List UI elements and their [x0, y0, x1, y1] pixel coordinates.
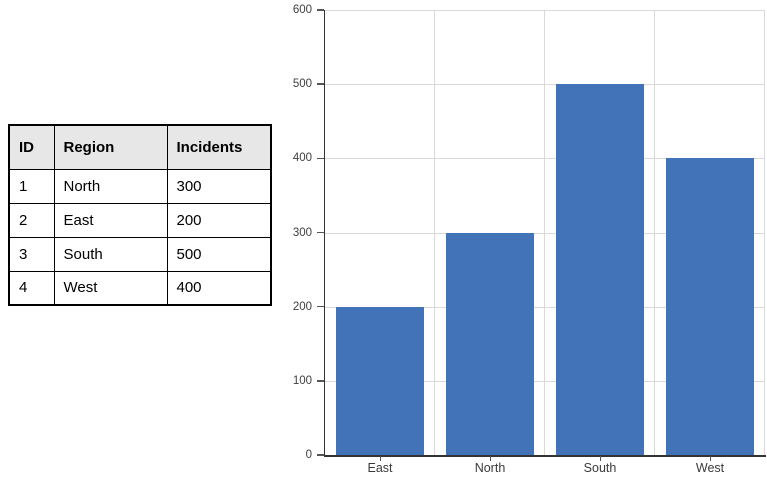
y-axis-label: 600 — [292, 4, 312, 16]
y-axis-tick — [317, 454, 324, 456]
y-axis-line — [323, 10, 326, 456]
x-axis-label: North — [474, 461, 506, 475]
y-axis-tick — [317, 157, 324, 160]
y-axis-tick — [317, 231, 324, 234]
bar-west — [666, 158, 754, 455]
bar-south — [556, 84, 644, 455]
y-axis-tick — [317, 305, 324, 308]
bar-north — [446, 232, 534, 455]
y-axis-label: 200 — [292, 300, 312, 313]
column-header-incidents: Incidents — [166, 124, 272, 170]
x-gridline — [544, 10, 545, 455]
y-gridline — [325, 84, 765, 86]
y-gridline — [325, 306, 765, 308]
table-cell-region: East — [53, 202, 168, 238]
y-axis-tick — [317, 9, 324, 11]
table-cell-incidents: 300 — [166, 168, 272, 204]
table-cell-region: North — [53, 168, 168, 204]
table-cell-region: South — [53, 236, 168, 272]
table-cell-id: 2 — [8, 202, 55, 238]
table-cell-region: West — [53, 270, 168, 306]
y-axis-tick — [317, 380, 324, 382]
table-body: 1 North 300 2 East 200 3 South 500 4 West 400 — [8, 168, 272, 306]
incidents-table: ID Region Incidents 1 North 300 2 East 200 3 So… — [8, 124, 272, 306]
x-axis-tick — [710, 456, 712, 461]
table-cell-id: 1 — [8, 168, 55, 204]
table-cell-incidents: 500 — [166, 236, 272, 272]
y-axis-label: 100 — [292, 374, 312, 387]
table-row: 1 North 300 — [8, 168, 272, 204]
x-axis-line — [323, 455, 766, 457]
y-gridline — [325, 380, 765, 382]
y-axis-label: 500 — [292, 78, 312, 91]
y-axis-label: 300 — [292, 226, 312, 239]
x-axis-label: South — [583, 461, 617, 475]
y-gridline — [325, 10, 765, 11]
y-axis-tick — [317, 83, 324, 85]
y-axis-label: 400 — [292, 152, 312, 165]
y-gridline — [325, 158, 765, 160]
y-gridline — [325, 232, 765, 234]
x-axis-label: West — [695, 461, 725, 475]
plot-area — [325, 10, 765, 455]
x-axis-tick — [600, 456, 602, 461]
table-cell-id: 4 — [8, 270, 55, 306]
y-axis-label: 0 — [305, 449, 312, 461]
x-axis-tick — [380, 456, 382, 461]
x-gridline — [434, 10, 435, 455]
x-axis-tick — [490, 456, 492, 461]
x-axis-label: East — [367, 461, 393, 475]
bar-east — [336, 306, 424, 455]
table-row: 4 West 400 — [8, 270, 272, 306]
table-header-row: ID Region Incidents — [8, 124, 272, 170]
table-cell-incidents: 400 — [166, 270, 272, 306]
x-gridline — [764, 10, 765, 455]
x-gridline — [654, 10, 655, 455]
